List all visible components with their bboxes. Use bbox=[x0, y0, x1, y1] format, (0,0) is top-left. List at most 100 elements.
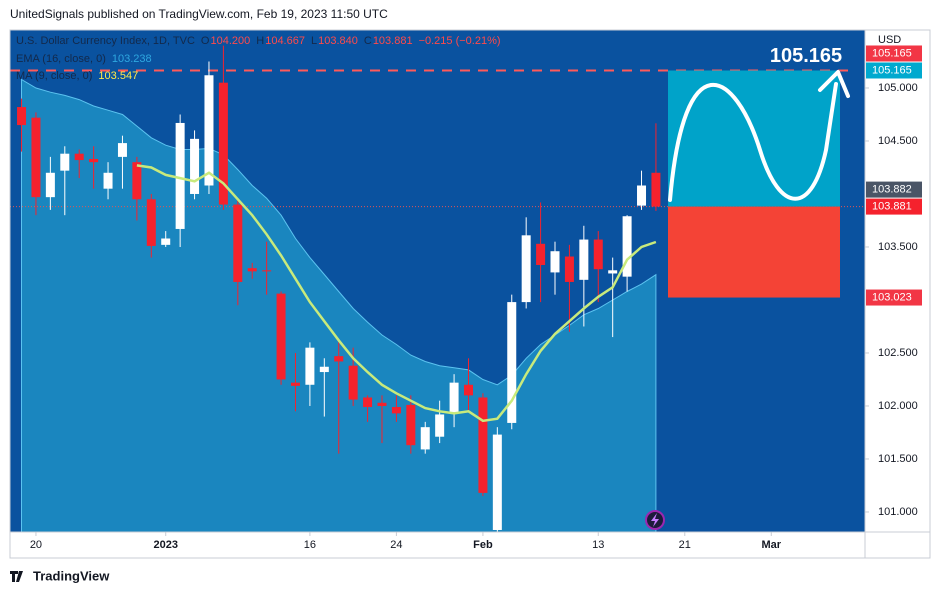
y-tick-label: 103.500 bbox=[878, 241, 918, 253]
price-tag bbox=[866, 289, 922, 306]
candle-body bbox=[564, 256, 574, 282]
footer-brand: TradingView bbox=[33, 568, 110, 583]
candle-body bbox=[463, 384, 473, 396]
candle-body bbox=[218, 82, 228, 205]
candle-body bbox=[204, 75, 214, 186]
candle-body bbox=[593, 239, 603, 270]
candle-body bbox=[521, 235, 531, 303]
legend-text: O bbox=[201, 35, 210, 47]
candle-body bbox=[319, 366, 329, 373]
x-tick-label: 13 bbox=[592, 539, 604, 551]
candle-body bbox=[622, 216, 632, 277]
event-icon-bolt bbox=[651, 513, 659, 527]
legend-line: U.S. Dollar Currency Index, 1D, TVC O104.… bbox=[16, 35, 501, 47]
frame bbox=[9, 29, 931, 559]
candle-body bbox=[233, 204, 243, 282]
candle-body bbox=[550, 251, 560, 273]
price-tag-label: 103.023 bbox=[872, 291, 912, 303]
legend-text: C bbox=[364, 35, 372, 47]
x-tick-label: Feb bbox=[473, 539, 493, 551]
publisher-line: UnitedSignals published on TradingView.c… bbox=[10, 7, 388, 21]
price-tag bbox=[866, 198, 922, 215]
candle-body bbox=[132, 162, 142, 200]
price-tag-label: 105.165 bbox=[872, 47, 912, 59]
legend-text: L bbox=[311, 35, 317, 47]
legend-text: 103.840 bbox=[318, 35, 358, 47]
candle-body bbox=[247, 268, 257, 272]
price-tag bbox=[866, 181, 922, 198]
candle-body bbox=[17, 107, 27, 126]
legend-text: H bbox=[256, 35, 264, 47]
legend-text: 104.667 bbox=[265, 35, 305, 47]
candle-body bbox=[608, 270, 618, 274]
candle-body bbox=[89, 158, 99, 163]
candle-body bbox=[406, 404, 416, 446]
candle-body bbox=[478, 397, 488, 493]
legend-text: 103.881 bbox=[373, 35, 413, 47]
legend-line: MA (9, close, 0) 103.547 bbox=[16, 70, 138, 82]
y-tick-label: 101.000 bbox=[878, 506, 918, 518]
candle-body bbox=[161, 238, 171, 245]
x-tick-label: 20 bbox=[30, 539, 42, 551]
legend-text: MA (9, close, 0) bbox=[16, 70, 92, 82]
candle-body bbox=[507, 302, 517, 423]
candle-body bbox=[175, 122, 185, 229]
candle-body bbox=[117, 143, 127, 157]
candle-body bbox=[146, 199, 156, 246]
y-tick-label: 104.500 bbox=[878, 135, 918, 147]
price-tag-label: 103.882 bbox=[872, 183, 912, 195]
y-tick-label: 102.500 bbox=[878, 347, 918, 359]
candle-body bbox=[536, 243, 546, 265]
candle-body bbox=[290, 382, 300, 386]
candle-body bbox=[420, 427, 430, 450]
candle-body bbox=[305, 347, 315, 385]
price-tag bbox=[866, 45, 922, 62]
candle-body bbox=[492, 434, 502, 530]
y-tick-label: 102.000 bbox=[878, 400, 918, 412]
forecast-arrow bbox=[818, 70, 850, 98]
legend-line: EMA (16, close, 0) 103.238 bbox=[16, 53, 152, 65]
x-tick-label: 24 bbox=[390, 539, 402, 551]
candle-body bbox=[449, 382, 459, 413]
candle-body bbox=[363, 397, 373, 408]
price-tag bbox=[866, 62, 922, 79]
candle-body bbox=[45, 172, 55, 198]
forecast-curve bbox=[668, 82, 838, 202]
y-tick-label: 105.000 bbox=[878, 82, 918, 94]
price-tag-label: 105.165 bbox=[872, 64, 912, 76]
candle-body bbox=[391, 407, 401, 414]
x-tick-label: Mar bbox=[762, 539, 782, 551]
candle-body bbox=[262, 270, 272, 272]
candle-body bbox=[103, 172, 113, 189]
y-tick-label: 101.500 bbox=[878, 453, 918, 465]
legend-text: −0.215 (−0.21%) bbox=[419, 35, 501, 47]
price-tag-label: 103.881 bbox=[872, 200, 912, 212]
candle-body bbox=[74, 153, 84, 161]
legend-text: 103.547 bbox=[98, 70, 138, 82]
x-tick-label: 21 bbox=[679, 539, 691, 551]
legend-text: EMA (16, close, 0) bbox=[16, 53, 106, 65]
candle-body bbox=[637, 185, 647, 206]
logo bbox=[10, 571, 23, 582]
target-label: 105.165 bbox=[770, 45, 842, 67]
legend-text: 103.238 bbox=[112, 53, 152, 65]
candle-body bbox=[276, 293, 286, 380]
ma-line bbox=[136, 164, 657, 423]
candle-body bbox=[348, 365, 358, 400]
legend-text: U.S. Dollar Currency Index, 1D, TVC bbox=[16, 35, 195, 47]
candle-body bbox=[190, 138, 200, 194]
candle-body bbox=[579, 239, 589, 280]
candle-body bbox=[435, 414, 445, 437]
stop-zone bbox=[668, 206, 840, 298]
currency-label: USD bbox=[878, 34, 901, 46]
x-tick-label: 16 bbox=[304, 539, 316, 551]
candle-body bbox=[651, 172, 661, 207]
candle-body bbox=[334, 356, 344, 362]
candle-body bbox=[377, 402, 387, 406]
x-tick-label: 2023 bbox=[153, 539, 177, 551]
candle-body bbox=[31, 117, 41, 198]
legend-text: 104.200 bbox=[210, 35, 250, 47]
candle-body bbox=[60, 153, 70, 171]
